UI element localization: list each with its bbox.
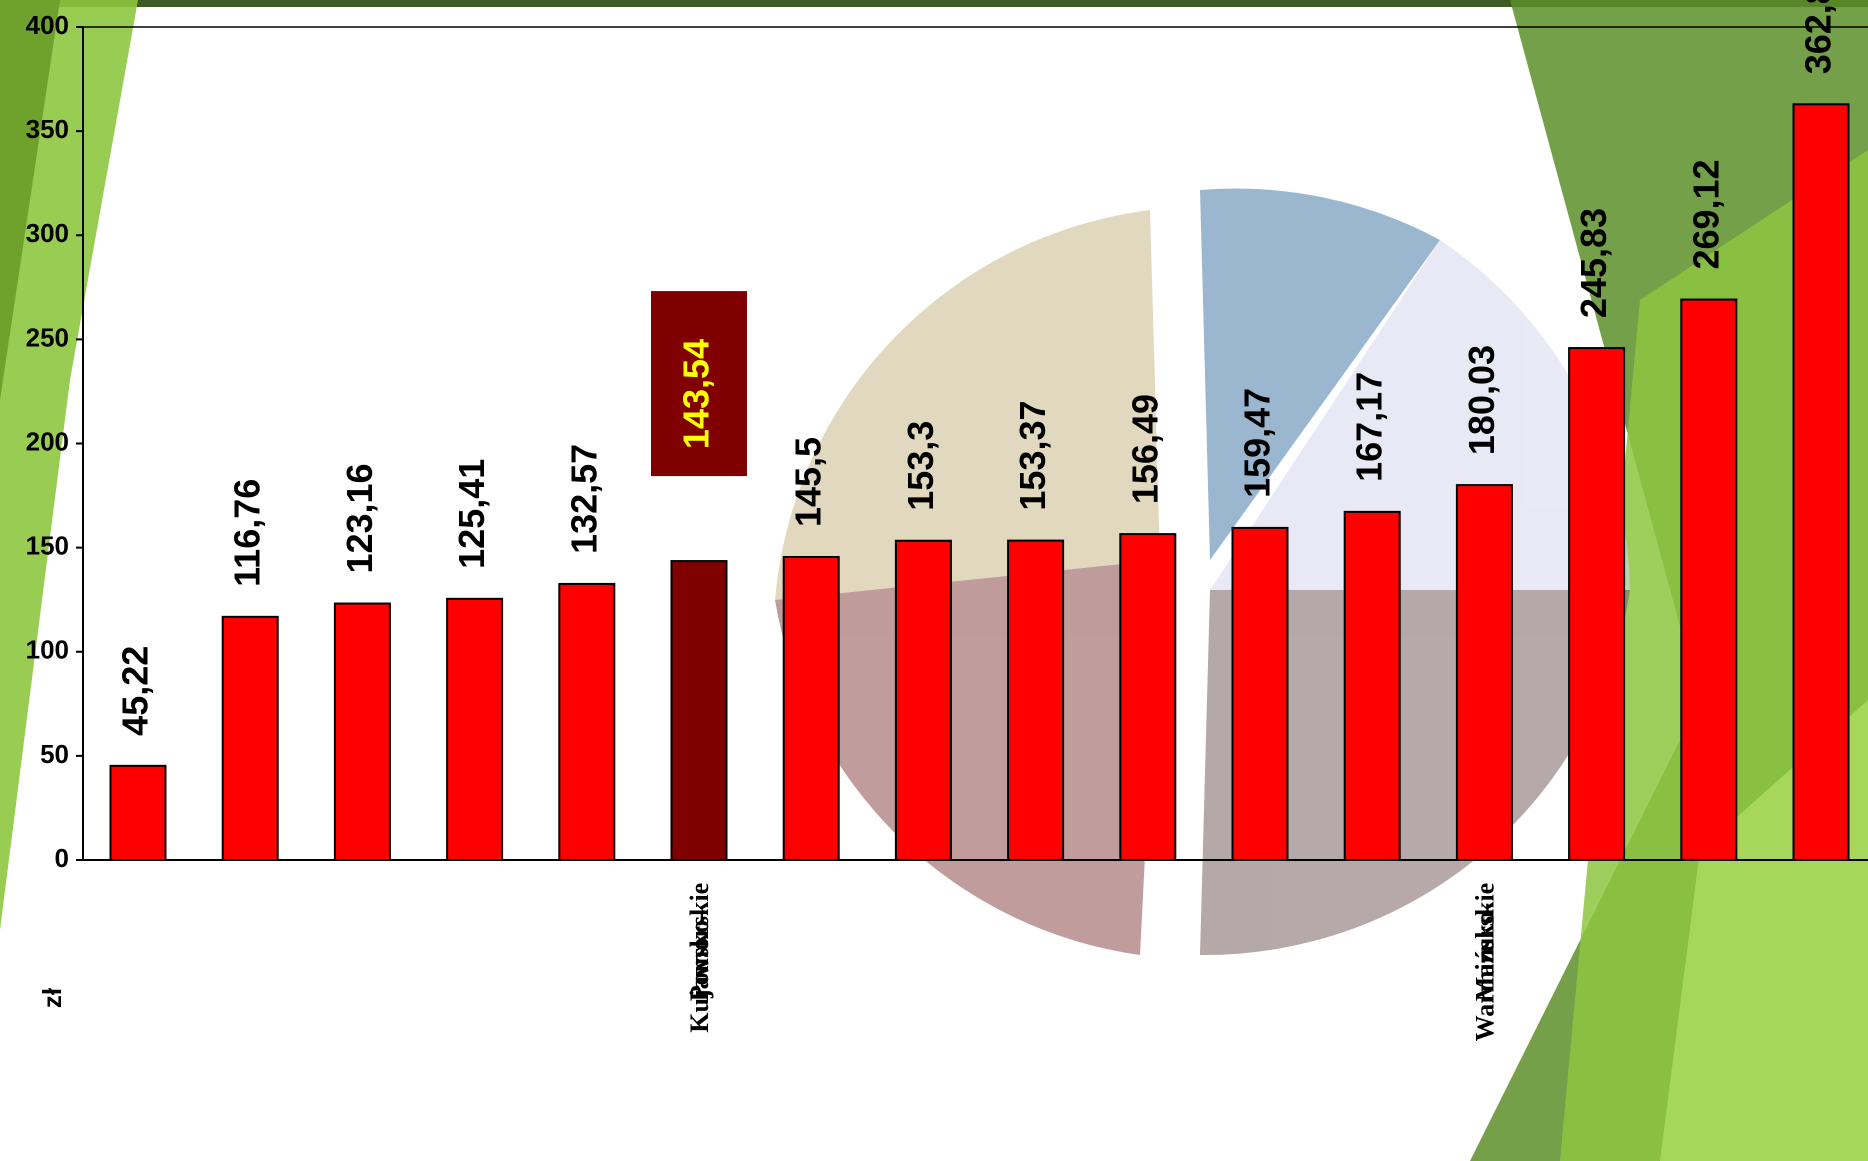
value-label: 167,17 xyxy=(1349,372,1390,482)
y-tick-label: 200 xyxy=(26,426,69,456)
bar xyxy=(1119,533,1177,861)
bar xyxy=(221,615,279,861)
value-label: 132,57 xyxy=(563,444,604,554)
x-tick-label: Warmińsko-Mazurskie xyxy=(1470,883,1499,1042)
bar xyxy=(1680,298,1738,861)
bar xyxy=(1455,484,1513,861)
x-tick-label-line: Kujawsko- xyxy=(685,911,714,1032)
bar xyxy=(558,582,616,861)
bar xyxy=(1568,347,1626,861)
y-tick-label: 150 xyxy=(26,531,69,561)
y-tick-label: 100 xyxy=(26,635,69,665)
value-label: 180,03 xyxy=(1461,345,1502,455)
x-tick-label-line: Warmińsko- xyxy=(1470,903,1499,1042)
value-label: 153,3 xyxy=(900,421,941,511)
bar xyxy=(1343,510,1401,861)
value-label: 123,16 xyxy=(339,463,380,573)
value-label: 156,49 xyxy=(1124,394,1165,504)
y-tick-label: 400 xyxy=(26,10,69,40)
value-label: 269,12 xyxy=(1685,159,1726,269)
value-label: 245,83 xyxy=(1573,208,1614,318)
value-label: 45,22 xyxy=(115,646,156,736)
bar xyxy=(1231,526,1289,862)
x-tick-label-line: Pomorskie xyxy=(685,883,714,1001)
y-tick-label: 0 xyxy=(55,843,69,873)
value-label: 125,41 xyxy=(451,459,492,569)
y-tick-label: 50 xyxy=(40,739,69,769)
y-tick-label: 250 xyxy=(26,322,69,352)
bar xyxy=(1792,103,1850,861)
value-label: 159,47 xyxy=(1237,388,1278,498)
value-label: 116,76 xyxy=(227,479,268,587)
y-tick-label: 350 xyxy=(26,114,69,144)
bar xyxy=(446,597,504,861)
bar xyxy=(670,560,728,861)
bar xyxy=(109,764,167,861)
y-tick-label: 300 xyxy=(26,218,69,248)
x-tick-label: Kujawsko-Pomorskie xyxy=(685,883,714,1033)
bar xyxy=(1007,539,1065,862)
value-label: 145,5 xyxy=(788,437,829,527)
value-label-box xyxy=(651,291,747,477)
bar xyxy=(894,539,952,861)
value-label: 153,37 xyxy=(1012,400,1053,510)
bar xyxy=(782,555,840,862)
y-axis-label: zł xyxy=(37,987,67,1008)
bar xyxy=(333,602,391,861)
value-label: 143,54 xyxy=(676,339,717,449)
x-tick-label-line: Mazurskie xyxy=(1470,883,1499,1001)
value-label: 362,88 xyxy=(1798,0,1839,74)
